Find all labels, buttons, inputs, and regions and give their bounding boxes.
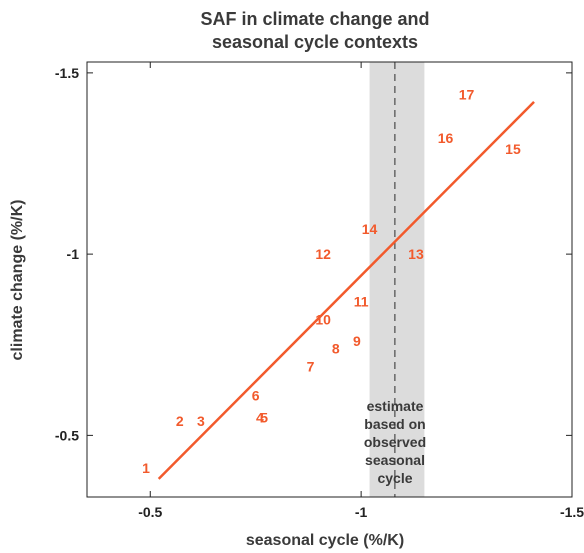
estimate-annotation-line5: cycle <box>377 470 412 486</box>
y-tick-label: -1 <box>67 246 80 262</box>
y-tick-label: -0.5 <box>55 427 79 443</box>
data-point-14: 14 <box>362 221 378 237</box>
chart-title-line2: seasonal cycle contexts <box>212 32 418 52</box>
data-point-7: 7 <box>307 359 315 375</box>
data-point-11: 11 <box>354 293 369 309</box>
data-point-13: 13 <box>408 246 424 262</box>
y-tick-label: -1.5 <box>55 65 79 81</box>
plot-frame <box>86 61 573 498</box>
data-point-1: 1 <box>142 460 150 476</box>
fit-line <box>157 100 535 480</box>
data-point-6: 6 <box>252 388 260 404</box>
axes: -0.5 -1 -1.5 -0.5 -1 -1.5 <box>55 61 584 520</box>
x-tick-label: -1.5 <box>560 504 584 520</box>
estimate-annotation-line4: seasonal <box>365 452 425 468</box>
estimate-band <box>369 62 425 497</box>
data-point-8: 8 <box>332 340 340 356</box>
data-point-9: 9 <box>353 333 361 349</box>
x-tick-label: -0.5 <box>138 504 162 520</box>
y-axis-label: climate change (%/K) <box>9 200 26 361</box>
x-tick-label: -1 <box>355 504 368 520</box>
data-point-5: 5 <box>260 409 268 425</box>
data-point-12: 12 <box>315 246 331 262</box>
x-axis-label: seasonal cycle (%/K) <box>246 532 404 549</box>
data-point-2: 2 <box>176 413 184 429</box>
fit-line-layer <box>157 100 535 480</box>
data-point-16: 16 <box>438 130 454 146</box>
estimate-band-layer <box>369 62 425 497</box>
data-point-17: 17 <box>459 87 475 103</box>
estimate-annotation-line3: observed <box>364 434 426 450</box>
estimate-annotation-line1: estimate <box>367 398 424 414</box>
data-point-15: 15 <box>505 141 521 157</box>
chart-title-line1: SAF in climate change and <box>200 9 429 29</box>
data-point-10: 10 <box>315 311 331 327</box>
data-point-3: 3 <box>197 413 205 429</box>
data-point-4: 4 <box>256 409 264 425</box>
estimate-annotation: estimate based on observed seasonal cycl… <box>364 398 426 486</box>
estimate-annotation-line2: based on <box>364 416 425 432</box>
